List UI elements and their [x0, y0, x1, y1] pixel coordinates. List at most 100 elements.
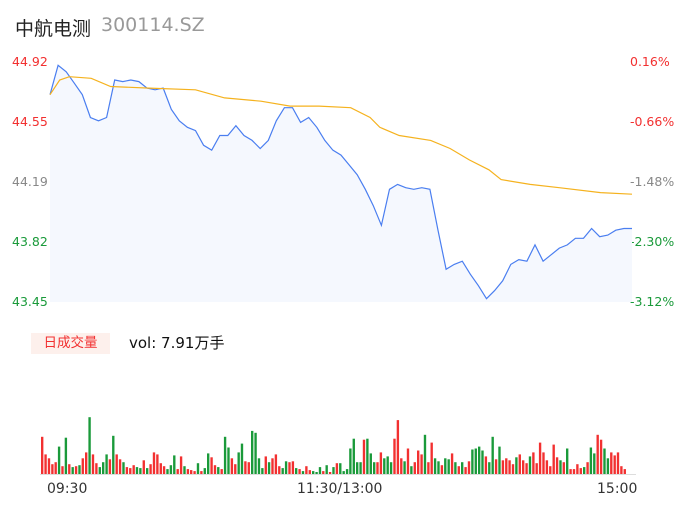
volume-bar: [74, 466, 78, 474]
volume-bar: [139, 468, 142, 474]
volume-bar: [623, 469, 626, 474]
volume-bar: [413, 462, 416, 474]
volume-bar: [444, 458, 447, 474]
volume-bar: [386, 456, 389, 474]
volume-bar: [85, 452, 88, 474]
volume-bar: [315, 472, 318, 474]
volume-bar: [572, 469, 576, 474]
volume-bar: [583, 467, 586, 474]
y-tick-left: 44.19: [12, 174, 48, 189]
volume-bar: [508, 460, 511, 474]
volume-bar: [566, 448, 569, 474]
volume-bar: [471, 449, 474, 474]
volume-bar: [68, 464, 71, 474]
volume-bar: [51, 464, 54, 474]
volume-bar: [278, 466, 281, 474]
volume-bar: [474, 448, 477, 474]
volume-bar: [366, 438, 369, 474]
volume-bar: [362, 439, 366, 474]
volume-bar: [376, 462, 379, 474]
volume-bar: [400, 458, 403, 474]
volume-bar: [230, 458, 234, 474]
volume-bar: [542, 452, 545, 474]
volume-bar: [406, 448, 410, 474]
volume-bar: [535, 463, 538, 474]
volume-bar: [325, 465, 328, 474]
volume-bar: [237, 452, 240, 474]
volume-bar: [118, 459, 122, 474]
volume-bar: [162, 466, 166, 474]
volume-bar: [166, 469, 169, 474]
volume-bar: [440, 465, 444, 474]
volume-bar: [454, 462, 457, 474]
stock-code: 300114.SZ: [101, 14, 205, 36]
volume-bar: [552, 444, 555, 474]
volume-bar: [593, 453, 596, 474]
y-tick-right: 0.16%: [630, 54, 670, 69]
volume-bar: [247, 462, 250, 474]
volume-bar: [373, 462, 376, 474]
volume-bar: [193, 471, 196, 474]
volume-bar: [88, 417, 91, 474]
volume-bar: [335, 463, 339, 474]
volume-bar: [345, 469, 349, 474]
avg-price-line: [49, 76, 633, 195]
volume-bar: [379, 452, 383, 474]
volume-bar: [183, 466, 186, 474]
y-tick-right: -1.48%: [630, 174, 675, 189]
volume-bar: [54, 462, 57, 474]
volume-bar: [393, 438, 396, 474]
volume-bar: [481, 450, 484, 474]
y-tick-left: 43.82: [12, 234, 48, 249]
volume-bar: [234, 464, 237, 474]
volume-bar: [129, 468, 132, 474]
volume-bar: [78, 465, 81, 474]
volume-bar: [423, 434, 427, 474]
volume-bar: [308, 470, 311, 474]
volume-bar: [227, 447, 230, 474]
volume-bar: [298, 469, 301, 474]
volume-bar: [44, 454, 47, 474]
volume-bar: [467, 461, 471, 474]
volume-bar: [71, 467, 74, 474]
volume-bar: [115, 454, 118, 474]
volume-bar: [461, 462, 464, 474]
volume-bar: [295, 468, 298, 474]
price-area: [50, 65, 632, 302]
volume-bar: [569, 469, 572, 474]
volume-bar: [220, 469, 223, 474]
volume-bar: [352, 438, 355, 474]
volume-bar: [274, 454, 278, 474]
volume-bar: [267, 462, 271, 474]
stock-name: 中航电测: [15, 18, 92, 40]
volume-bar: [210, 457, 213, 474]
volume-bar: [173, 455, 176, 474]
volume-bar: [328, 472, 332, 474]
volume-bar: [603, 448, 606, 474]
volume-bar: [200, 471, 203, 474]
volume-bar: [488, 462, 491, 474]
volume-bar: [339, 463, 342, 474]
volume-bar: [616, 452, 620, 474]
volume-bar: [146, 468, 149, 474]
volume-bar: [132, 465, 135, 474]
volume-bar: [240, 443, 244, 474]
volume-bar: [251, 430, 254, 474]
volume-bar: [284, 461, 288, 474]
volume-bar: [179, 456, 183, 474]
volume-tab[interactable]: 日成交量: [31, 333, 110, 354]
volume-bar: [505, 458, 508, 474]
volume-bar: [491, 436, 494, 474]
volume-bar: [515, 457, 518, 474]
volume-bar: [152, 452, 156, 474]
volume-bar: [288, 462, 291, 474]
volume-bar: [596, 434, 599, 474]
volume-bar: [420, 454, 423, 474]
volume-bar: [190, 470, 193, 474]
volume-bar: [159, 463, 162, 474]
volume-bar: [545, 460, 549, 474]
volume-bar: [528, 456, 532, 474]
volume-bar: [122, 462, 125, 474]
volume-bar: [125, 467, 129, 474]
y-tick-right: -3.12%: [630, 294, 675, 309]
